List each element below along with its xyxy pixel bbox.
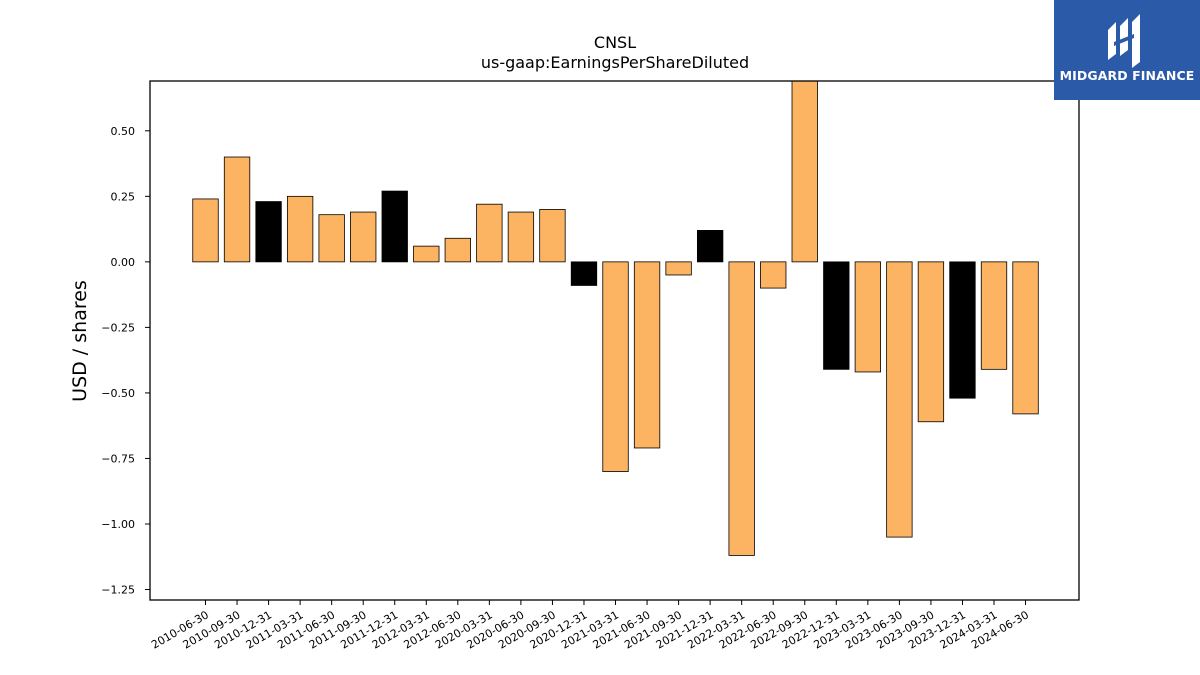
y-tick-label: 0.25 [111, 190, 136, 203]
bar-2010-12-31 [255, 201, 282, 263]
y-tick-label: 0.50 [111, 125, 136, 138]
bar-2011-06-30 [318, 214, 345, 263]
bar-2012-06-30 [444, 237, 471, 263]
bar-2023-12-31 [949, 261, 976, 399]
bar-2023-09-30 [917, 261, 945, 423]
bar-2010-09-30 [223, 156, 251, 263]
bar-2023-06-30 [886, 261, 913, 538]
bar-2022-12-31 [823, 261, 850, 370]
brand-logo: MIDGARD FINANCE [1054, 0, 1200, 100]
y-tick-label: 0.00 [111, 256, 136, 269]
bar-2020-12-31 [570, 261, 598, 286]
bar-2020-06-30 [507, 211, 535, 263]
bar-2012-03-31 [413, 245, 440, 263]
bar-2011-12-31 [381, 190, 408, 263]
plot-area-frame [149, 80, 1080, 601]
y-tick-label: −0.50 [101, 387, 135, 400]
bar-2023-03-31 [854, 261, 881, 373]
bar-2022-03-31 [728, 261, 755, 556]
bar-2020-03-31 [476, 203, 503, 263]
bar-2021-09-30 [665, 261, 692, 276]
bar-2021-03-31 [602, 261, 629, 472]
y-axis-label: USD / shares [69, 280, 91, 402]
chart-title: CNSL [594, 33, 636, 52]
bar-2011-03-31 [286, 195, 314, 263]
y-tick-label: −1.00 [101, 518, 135, 531]
bar-2021-12-31 [696, 230, 724, 263]
bar-2022-09-30 [791, 80, 818, 263]
bar-2024-03-31 [980, 261, 1008, 370]
midgard-logo-icon [1108, 14, 1140, 68]
bar-2011-09-30 [350, 211, 377, 263]
bar-2024-06-30 [1012, 261, 1039, 415]
y-tick-label: −0.75 [101, 452, 135, 465]
bar-2022-06-30 [760, 261, 787, 289]
bar-2021-06-30 [633, 261, 661, 449]
bar-2010-06-30 [192, 198, 219, 263]
chart-subtitle: us-gaap:EarningsPerShareDiluted [481, 53, 749, 72]
bar-2020-09-30 [539, 209, 566, 263]
y-tick-label: −0.25 [101, 321, 135, 334]
y-tick-label: −1.25 [101, 584, 135, 597]
brand-logo-text: MIDGARD FINANCE [1059, 68, 1195, 83]
